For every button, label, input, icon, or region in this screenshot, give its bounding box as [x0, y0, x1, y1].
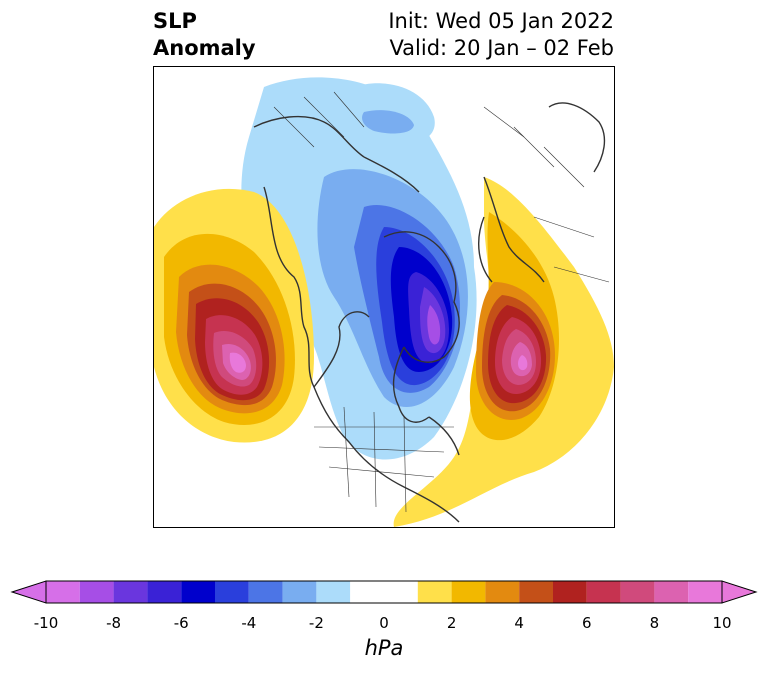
positive-anomaly-region-west [154, 188, 314, 443]
colorbar-bin [350, 581, 418, 603]
colorbar-bin [46, 581, 80, 603]
colorbar-tick: 8 [649, 614, 660, 632]
map-panel [153, 66, 615, 528]
colorbar-bin [113, 581, 148, 603]
colorbar-bin [147, 581, 182, 603]
colorbar-bin [620, 581, 655, 603]
title-field-name: SLP [153, 9, 197, 33]
colorbar [10, 580, 758, 604]
colorbar-tick: -4 [241, 614, 257, 632]
coastlines [253, 102, 606, 523]
title-left: SLP Anomaly [153, 8, 256, 62]
colorbar-unit-label: hPa [364, 636, 404, 660]
colorbar-bin [485, 581, 520, 603]
country-borders [273, 91, 610, 513]
colorbar-bin [586, 581, 621, 603]
colorbar-tick: -6 [173, 614, 189, 632]
colorbar-bin [417, 581, 452, 603]
colorbar-bin [553, 581, 587, 603]
colorbar-tick: 2 [446, 614, 457, 632]
colorbar-bin [79, 581, 114, 603]
colorbar-tick: -2 [308, 614, 324, 632]
colorbar-tick: 10 [712, 614, 732, 632]
colorbar-extend-low [10, 580, 47, 604]
colorbar-extend-high [721, 580, 758, 604]
valid-range-label: Valid: 20 Jan – 02 Feb [389, 36, 614, 60]
positive-anomaly-region-east [393, 177, 614, 527]
anomaly-map [154, 67, 614, 527]
colorbar-tick: -10 [33, 614, 59, 632]
colorbar-bin [316, 581, 351, 603]
colorbar-bin [688, 581, 722, 603]
colorbar-bin [519, 581, 553, 603]
colorbar-tick: 0 [379, 614, 389, 632]
colorbar-bin [215, 581, 249, 603]
init-date-label: Init: Wed 05 Jan 2022 [388, 9, 614, 33]
colorbar-tick: -8 [106, 614, 122, 632]
colorbar-bins [46, 581, 722, 603]
colorbar-bin [451, 581, 486, 603]
colorbar-bin [248, 581, 283, 603]
colorbar-bin [181, 581, 215, 603]
colorbar-tick: 4 [514, 614, 524, 632]
colorbar-tick: 6 [582, 614, 592, 632]
title-right: Init: Wed 05 Jan 2022 Valid: 20 Jan – 02… [388, 8, 614, 62]
colorbar-bin [654, 581, 689, 603]
negative-anomaly-region-north [241, 77, 477, 460]
colorbar-outline [45, 580, 723, 604]
title-field-type: Anomaly [153, 36, 256, 60]
colorbar-bin [282, 581, 317, 603]
